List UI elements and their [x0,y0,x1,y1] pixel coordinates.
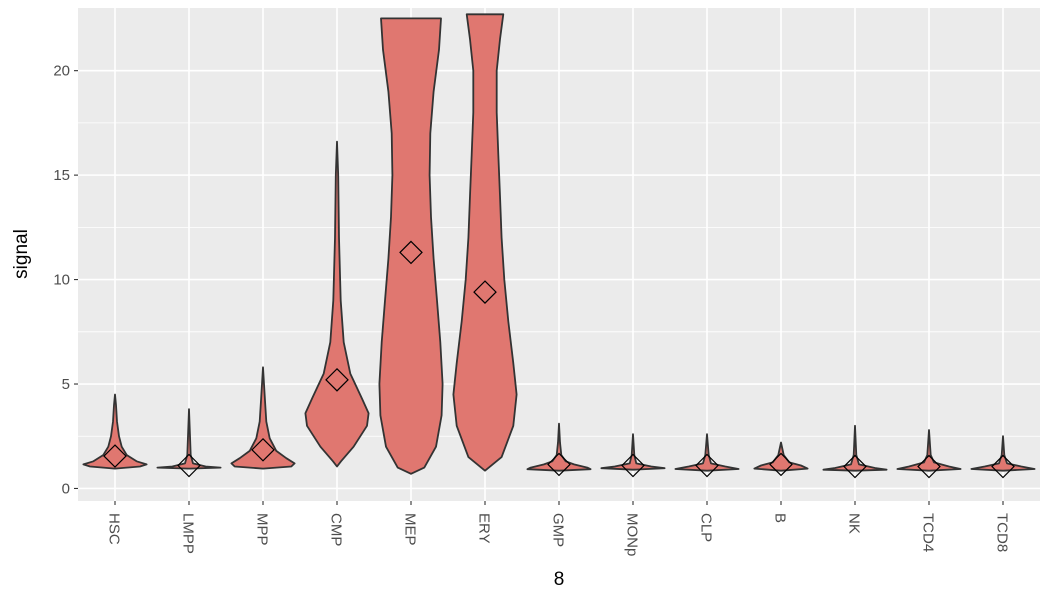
violin-mep [378,17,444,475]
x-tick-label: GMP [550,513,567,547]
y-axis-title: signal [11,229,32,279]
x-tick-label: HSC [106,513,123,545]
violin-clp [674,433,740,472]
mean-marker-cmp [325,367,349,392]
y-tick-label: 10 [53,272,70,289]
mean-markers [103,240,1015,479]
x-tick-label: MONp [624,513,641,556]
violin-gmp [526,422,592,472]
violin-hsc [82,393,148,470]
mean-marker-lmpp [177,453,201,478]
y-tick-label: 20 [53,63,70,80]
x-tick-label: B [772,513,789,523]
violin-ery [452,13,518,472]
violin-tcd8 [970,435,1036,472]
y-tick-label: 15 [53,167,70,184]
violin-nk [822,424,888,472]
x-tick-label: TCD8 [994,513,1011,552]
violin-cmp [304,140,370,468]
x-tick-label: NK [846,513,863,534]
x-tick-label: LMPP [180,513,197,554]
mean-marker-clp [695,453,719,478]
mean-marker-ery [473,280,497,304]
mean-marker-tcd8 [991,454,1015,479]
violins [82,13,1036,475]
mean-marker-tcd4 [917,454,941,479]
x-tick-label: MPP [254,513,271,546]
mean-marker-gmp [547,452,571,477]
mean-marker-nk [843,454,867,479]
x-tick-label: ERY [476,513,493,544]
x-tick-label: TCD4 [920,513,937,552]
mean-marker-mep [399,240,423,265]
y-axis: 0 5 10 15 20 [53,63,78,497]
x-axis: HSC LMPP MPP CMP MEP ERY GMP MONp CLP B NK TCD4 TCD8 [106,501,1011,556]
mean-marker-monp [621,453,645,478]
x-axis-title: 8 [554,569,565,590]
violin-lmpp [156,408,222,470]
violin-b [753,441,809,472]
x-tick-label: CMP [328,513,345,546]
mean-marker-mpp [251,437,275,462]
x-tick-label: MEP [402,513,419,546]
y-tick-label: 0 [62,480,70,497]
violin-tcd4 [896,429,962,472]
mean-marker-b [769,452,793,477]
violin-mpp [230,366,296,470]
y-tick-label: 5 [62,376,70,393]
violin-monp [600,433,666,471]
mean-marker-hsc [103,444,127,468]
x-tick-label: CLP [698,513,715,542]
